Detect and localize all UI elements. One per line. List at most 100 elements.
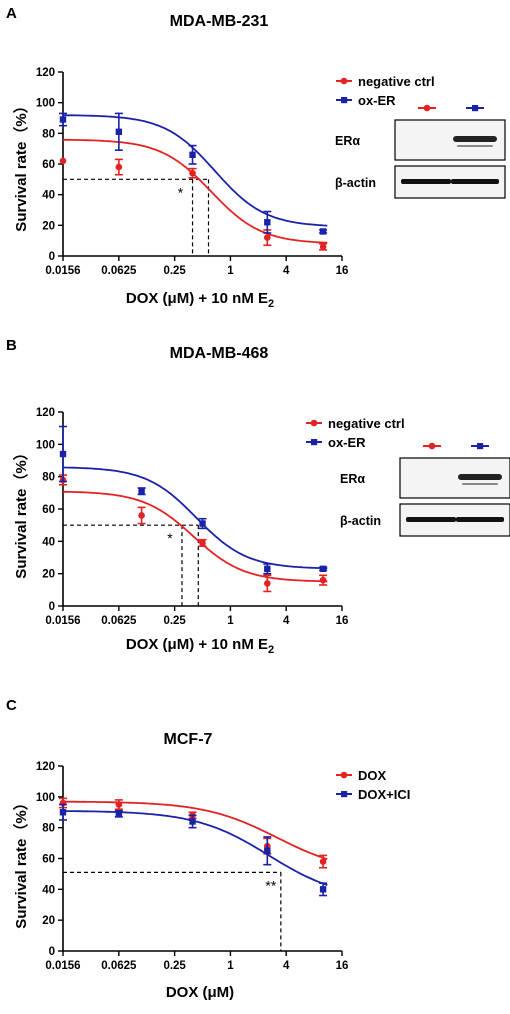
data-point <box>264 219 271 226</box>
blot-band-era-faint <box>462 483 498 485</box>
x-axis-label: DOX (μM) + 10 nM E2 <box>126 636 274 656</box>
y-tick-label: 20 <box>42 915 55 927</box>
y-tick-label: 100 <box>36 792 55 804</box>
significance-annotation: * <box>167 530 173 546</box>
legend-marker <box>310 419 318 427</box>
data-point <box>264 565 271 573</box>
blot-band-actin-1 <box>401 179 451 184</box>
panel-a: A MDA-MB-231 0 20 40 60 80 100 120 0.0156 0.0625 0.… <box>6 5 506 310</box>
blot-label-actin: β-actin <box>340 514 381 528</box>
x-tick-label: 0.25 <box>163 615 186 627</box>
panel-letter: A <box>6 5 17 22</box>
panel-letter: C <box>6 697 17 714</box>
y-tick-label: 100 <box>36 439 55 451</box>
y-tick-label: 80 <box>42 128 55 140</box>
blot-lane-marker-dot <box>472 105 479 112</box>
data-point <box>319 886 327 893</box>
blot-band-era-faint <box>457 145 493 147</box>
data-point <box>319 228 327 235</box>
data-point <box>319 858 327 865</box>
blot-band-era <box>458 474 502 480</box>
x-tick-label: 4 <box>283 960 290 972</box>
x-tick-label: 16 <box>336 615 349 627</box>
fit-curve-red <box>63 138 328 244</box>
y-axis-label: Survival rate（%） <box>12 445 30 578</box>
blot-band-actin-2 <box>456 517 504 522</box>
legend-label: ox-ER <box>328 435 366 450</box>
x-axis-label: DOX (μM) + 10 nM E2 <box>126 290 274 310</box>
y-tick-label: 20 <box>42 569 55 581</box>
x-tick-label: 0.0625 <box>101 265 137 277</box>
blot-label-era: ERα <box>335 134 360 148</box>
legend-label: DOX <box>358 768 387 783</box>
chart-title: MDA-MB-231 <box>170 13 269 30</box>
legend-marker <box>341 791 348 798</box>
x-axis-label-subscript: 2 <box>268 298 274 310</box>
chart-title: MCF-7 <box>164 731 213 748</box>
data-point <box>319 243 327 251</box>
y-tick-label: 0 <box>49 946 55 958</box>
data-point <box>115 801 123 808</box>
panel-c: C MCF-7 0 20 40 60 80 100 120 0.0156 0.0625 0.25 1 4 1… <box>6 697 410 1001</box>
y-tick-label: 120 <box>36 407 55 419</box>
data-point <box>189 818 196 825</box>
x-tick-label: 1 <box>227 960 234 972</box>
data-point <box>264 847 271 854</box>
panel-b: B MDA-MB-468 0 20 40 60 80 100 120 0.0156 0.0625 0.… <box>6 337 510 656</box>
significance-annotation: ** <box>265 877 276 893</box>
chart-title: MDA-MB-468 <box>170 345 269 362</box>
x-tick-label: 1 <box>227 265 234 277</box>
data-point <box>115 810 123 817</box>
blot-band-era <box>453 136 497 142</box>
x-tick-label: 0.0625 <box>101 615 137 627</box>
y-tick-label: 0 <box>49 601 55 613</box>
blot-label-actin: β-actin <box>335 176 376 190</box>
fit-curve-red <box>63 800 328 861</box>
data-point <box>115 128 123 135</box>
legend-label: negative ctrl <box>328 416 405 431</box>
x-tick-label: 0.0156 <box>45 615 80 627</box>
fit-curve-blue <box>63 466 328 570</box>
data-point <box>59 116 67 123</box>
x-axis-label-subscript: 2 <box>268 644 274 656</box>
blot-lane-marker-dot <box>423 104 431 112</box>
data-point <box>59 809 67 816</box>
y-axis-label: Survival rate（%） <box>12 98 30 231</box>
x-tick-label: 16 <box>336 960 349 972</box>
y-tick-label: 120 <box>36 761 55 773</box>
legend-label: DOX+ICI <box>358 787 410 802</box>
legend-marker <box>340 771 348 779</box>
y-tick-label: 80 <box>42 823 55 835</box>
data-point <box>199 539 206 547</box>
legend-label: ox-ER <box>358 93 396 108</box>
y-tick-label: 100 <box>36 98 55 110</box>
x-tick-label: 1 <box>227 615 234 627</box>
data-point <box>319 565 327 573</box>
legend-label: negative ctrl <box>358 74 435 89</box>
legend-marker <box>340 77 348 85</box>
x-tick-label: 0.0156 <box>45 960 80 972</box>
data-point <box>199 520 206 527</box>
y-tick-label: 40 <box>42 190 55 202</box>
y-tick-label: 60 <box>42 854 55 866</box>
blot-band-actin-2 <box>451 179 499 184</box>
y-tick-label: 80 <box>42 472 55 484</box>
y-tick-label: 40 <box>42 536 55 548</box>
x-tick-label: 16 <box>336 265 349 277</box>
y-axis-label: Survival rate（%） <box>12 795 30 928</box>
data-point <box>59 157 67 165</box>
data-point <box>263 580 271 587</box>
fit-curve-red <box>62 490 328 583</box>
blot-band-actin-1 <box>406 517 456 522</box>
x-tick-label: 4 <box>283 265 290 277</box>
x-tick-label: 0.25 <box>163 265 186 277</box>
data-point <box>138 512 145 519</box>
x-tick-label: 0.0625 <box>101 960 137 972</box>
fit-curve-blue <box>63 114 328 227</box>
data-point <box>189 169 196 177</box>
blot-lane-marker-dot <box>428 442 436 450</box>
y-tick-label: 0 <box>49 251 55 263</box>
legend-marker <box>341 97 348 104</box>
y-tick-label: 60 <box>42 504 55 516</box>
